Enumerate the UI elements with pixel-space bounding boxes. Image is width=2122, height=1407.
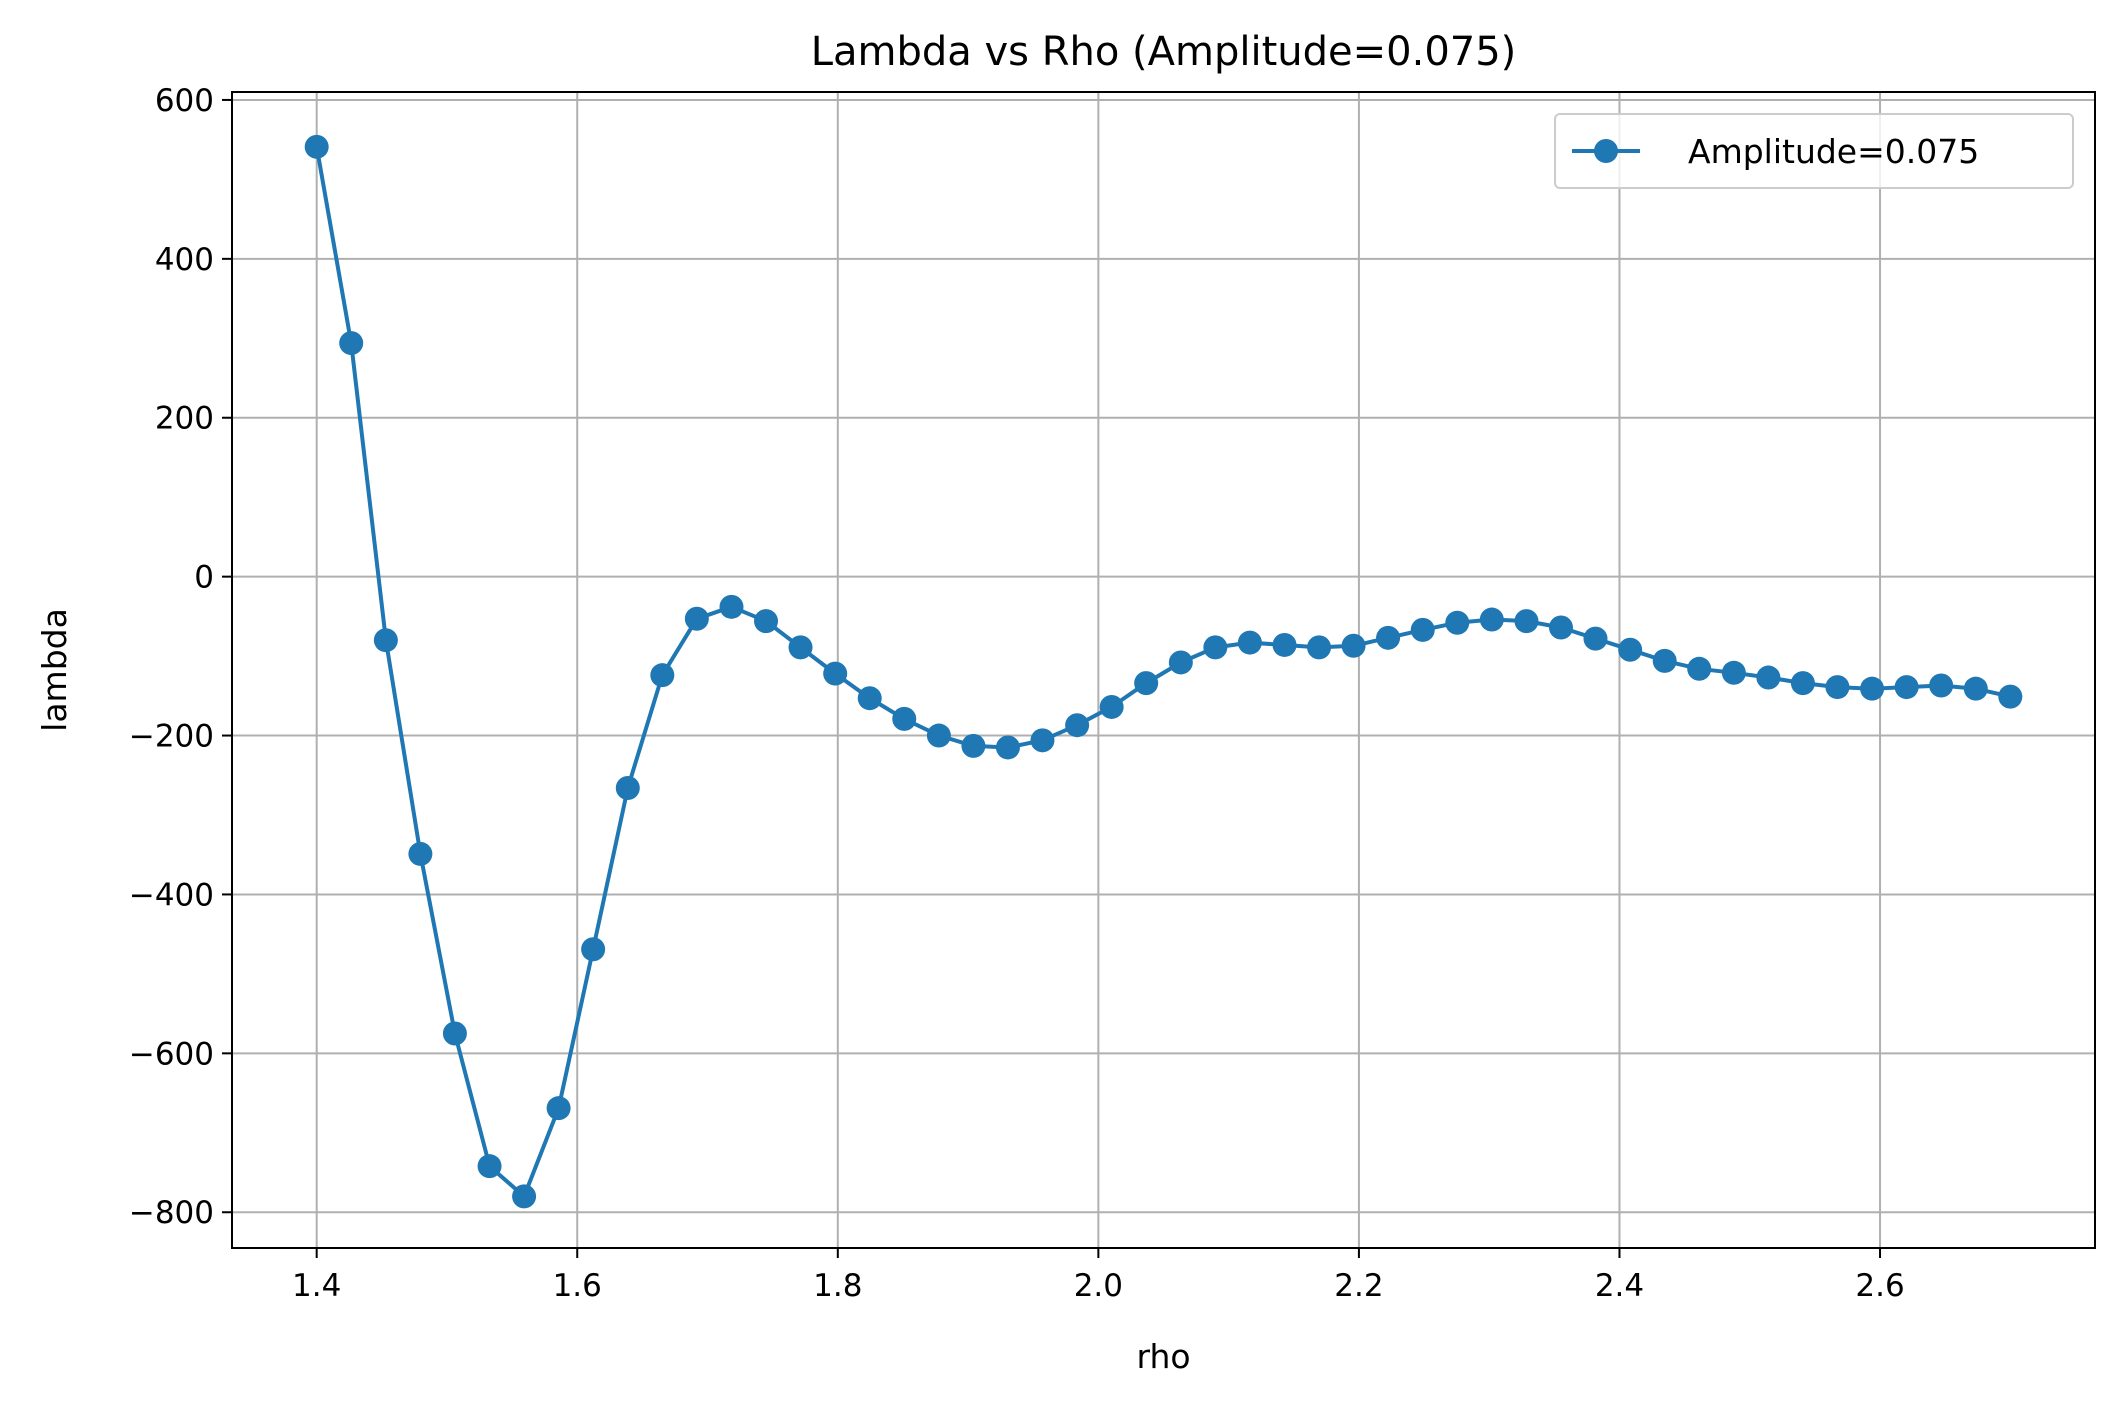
data-point <box>1998 684 2023 709</box>
legend: Amplitude=0.075 <box>1554 113 2074 189</box>
y-tick-label: 600 <box>155 83 214 119</box>
legend-box <box>1554 113 2074 189</box>
chart-title: Lambda vs Rho (Amplitude=0.075) <box>811 29 1517 75</box>
y-tick-label: 400 <box>155 242 214 278</box>
data-point <box>788 635 813 660</box>
data-point <box>1618 637 1643 662</box>
data-point <box>1134 671 1159 696</box>
data-point <box>1652 648 1677 673</box>
data-point <box>1548 615 1573 640</box>
data-point <box>1790 671 1815 696</box>
y-tick-label: −200 <box>129 719 214 755</box>
y-tick-label: −800 <box>129 1195 214 1231</box>
x-tick-label: 1.6 <box>553 1268 602 1304</box>
data-point <box>1860 676 1885 701</box>
data-point <box>1894 675 1919 700</box>
y-tick-label: −400 <box>129 877 214 913</box>
grid-lines <box>232 92 2095 1248</box>
data-point <box>1687 656 1712 681</box>
data-point <box>1030 728 1055 753</box>
data-point <box>1099 694 1124 719</box>
data-point <box>1272 632 1297 657</box>
legend-entry-label: Amplitude=0.075 <box>1688 132 1979 171</box>
data-point <box>926 723 951 748</box>
data-point <box>1825 675 1850 700</box>
data-point <box>1237 630 1262 655</box>
data-point <box>339 331 364 356</box>
x-tick-label: 2.0 <box>1074 1268 1123 1304</box>
y-tick-label: 200 <box>155 401 214 437</box>
data-point <box>477 1154 502 1179</box>
data-point <box>581 937 606 962</box>
x-tick-label: 2.4 <box>1595 1268 1644 1304</box>
data-point <box>408 841 433 866</box>
y-axis-label: lambda <box>35 608 74 732</box>
y-tick-label: 0 <box>194 560 214 596</box>
data-point <box>684 606 709 631</box>
data-point <box>961 733 986 758</box>
data-point <box>1929 673 1954 698</box>
data-point <box>615 775 640 800</box>
data-point <box>373 628 398 653</box>
data-point <box>442 1021 467 1046</box>
y-axis-ticks: 600 400 200 0 −200 −400 −600 −800 <box>129 83 232 1231</box>
data-point <box>1203 635 1228 660</box>
legend-marker-swatch <box>1594 139 1618 163</box>
data-point <box>823 661 848 686</box>
x-tick-label: 1.8 <box>813 1268 862 1304</box>
data-point <box>512 1184 537 1209</box>
data-point <box>1445 610 1470 635</box>
data-point <box>1756 665 1781 690</box>
data-point <box>1479 607 1504 632</box>
plot-frame <box>231 91 2096 1249</box>
data-point <box>1168 650 1193 675</box>
data-point <box>1065 713 1090 738</box>
data-point <box>1410 617 1435 642</box>
x-tick-label: 1.4 <box>292 1268 341 1304</box>
data-point <box>754 609 779 634</box>
x-tick-label: 2.6 <box>1855 1268 1904 1304</box>
data-point <box>719 594 744 619</box>
data-point <box>892 706 917 731</box>
data-point <box>650 663 675 688</box>
data-point <box>1307 635 1332 660</box>
data-point <box>1341 633 1366 658</box>
x-tick-label: 2.2 <box>1334 1268 1383 1304</box>
data-point <box>546 1096 571 1121</box>
data-point <box>857 686 882 711</box>
data-point <box>304 134 329 159</box>
x-axis-ticks: 1.4 1.6 1.8 2.0 2.2 2.4 2.6 <box>292 1248 1905 1304</box>
data-point <box>1376 625 1401 650</box>
series-layer <box>304 134 2023 1209</box>
x-axis-label: rho <box>1136 1337 1190 1376</box>
data-point <box>995 735 1020 760</box>
data-point <box>1963 676 1988 701</box>
y-tick-label: −600 <box>129 1036 214 1072</box>
data-point <box>1721 660 1746 685</box>
data-point <box>1583 626 1608 651</box>
data-point <box>1514 609 1539 634</box>
